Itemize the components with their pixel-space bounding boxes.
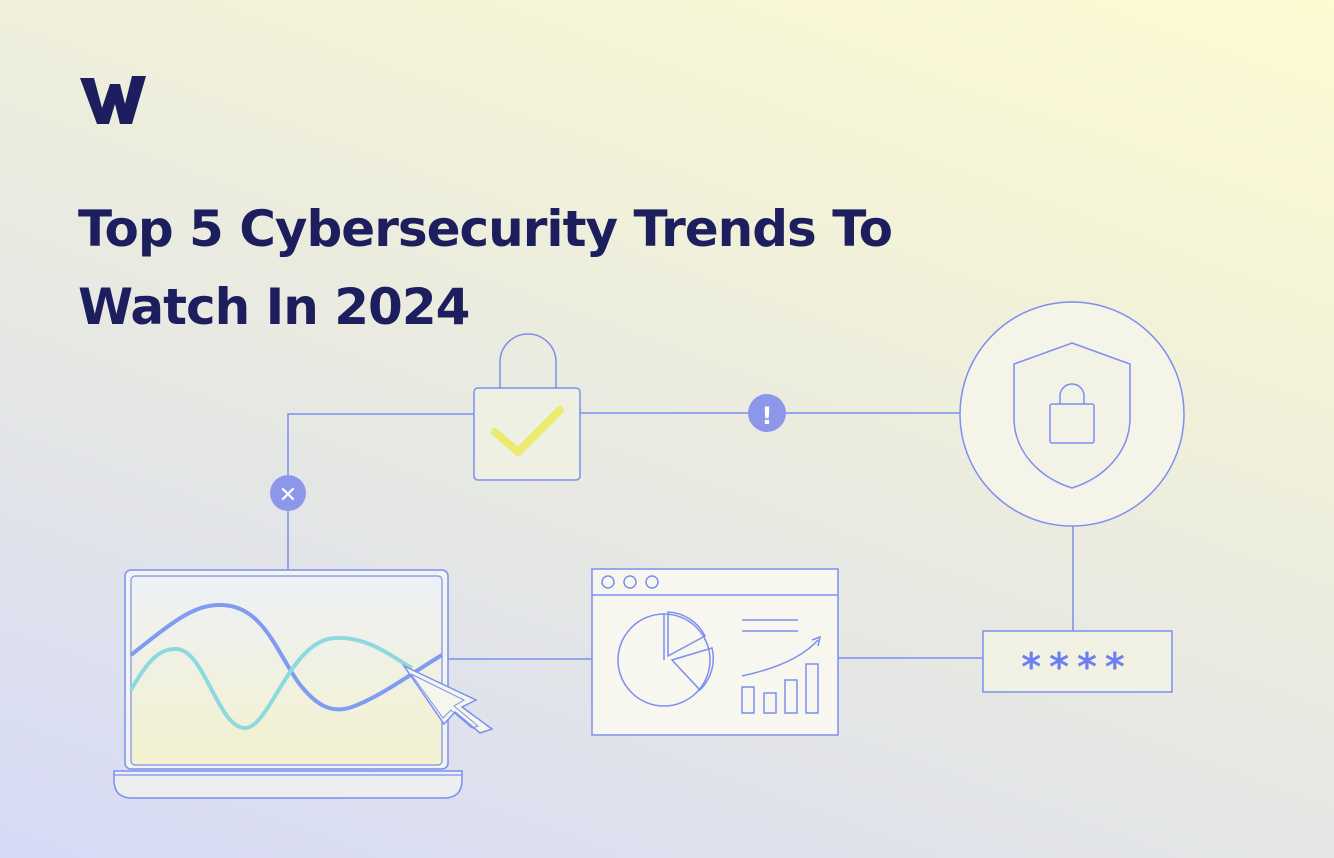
alert-badge: ! (748, 394, 786, 432)
padlock-check-icon (473, 333, 581, 481)
title-line-1: Top 5 Cybersecurity Trends To (78, 200, 893, 258)
pie-chart-icon (617, 611, 715, 707)
analytics-window (591, 568, 839, 736)
title-line-2: Watch In 2024 (78, 278, 470, 336)
trend-arrow-icon (741, 639, 819, 677)
page-title: Top 5 Cybersecurity Trends To Watch In 2… (78, 190, 978, 346)
window-dot-icon (623, 575, 637, 589)
w-logo-icon (80, 76, 146, 124)
wave-blue (129, 602, 444, 712)
shield-lock-icon (959, 301, 1185, 527)
laptop-icon (113, 569, 494, 799)
window-dot-icon (601, 575, 615, 589)
error-badge: ✕ (270, 475, 306, 511)
error-badge-label: ✕ (279, 483, 297, 508)
window-dot-icon (645, 575, 659, 589)
password-mask: **** (1021, 645, 1133, 689)
bar-chart-icon (741, 663, 819, 714)
alert-badge-label: ! (762, 402, 773, 430)
password-field: **** (982, 630, 1173, 693)
wave-teal (129, 635, 413, 731)
cursor-arrow-icon (401, 664, 494, 734)
